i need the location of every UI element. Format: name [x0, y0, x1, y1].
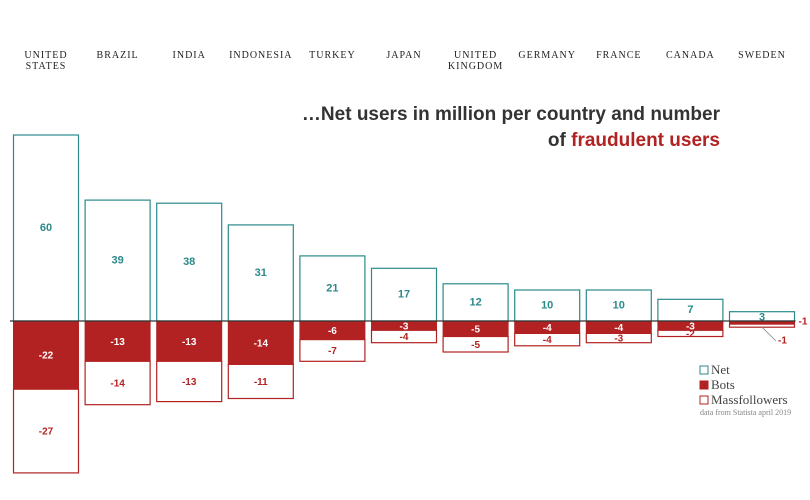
- bots-label: -22: [39, 351, 54, 362]
- net-label: 10: [613, 299, 625, 311]
- x-tick-label: CANADA: [666, 50, 715, 61]
- bots-label: -6: [328, 326, 337, 337]
- net-bar: [12, 134, 80, 322]
- massfollowers-bar: [657, 329, 724, 338]
- bots-bar: [156, 320, 223, 362]
- massfollowers-bar: [514, 332, 581, 347]
- x-tick-label: INDONESIA: [229, 50, 293, 61]
- net-label: 3: [759, 311, 765, 323]
- x-tick-label: JAPAN: [386, 50, 422, 61]
- massfollowers-bar: [12, 388, 80, 474]
- net-bar: [585, 289, 652, 322]
- massfollowers-bar: [728, 323, 796, 328]
- massfollowers-label: -3: [614, 334, 623, 345]
- legend-label: Bots: [711, 377, 735, 392]
- massfollowers-label: -4: [543, 335, 552, 346]
- bots-label: -1: [799, 317, 808, 328]
- x-tick-label: INDIA: [172, 50, 206, 61]
- bots-label: -13: [182, 337, 197, 348]
- massfollowers-bar: [299, 339, 366, 362]
- chart-title: of fraudulent users: [548, 130, 720, 152]
- legend-swatch: [699, 380, 709, 390]
- net-label: 31: [255, 267, 267, 279]
- x-tick-label: TURKEY: [309, 50, 356, 61]
- leader-line: [761, 326, 777, 342]
- net-label: 12: [469, 296, 481, 308]
- net-bar: [84, 199, 151, 322]
- massfollowers-label: -13: [182, 377, 197, 388]
- chart-title-emphasis: fraudulent users: [571, 130, 720, 151]
- net-label: 21: [326, 282, 338, 294]
- massfollowers-bar: [370, 329, 438, 344]
- bots-label: -3: [400, 321, 409, 332]
- x-tick-label: UNITED KINGDOM: [447, 50, 504, 72]
- net-bar: [156, 202, 223, 322]
- bots-label: -4: [614, 323, 623, 334]
- source-note: data from Statista april 2019: [700, 408, 791, 417]
- x-tick-label: GERMANY: [518, 50, 576, 61]
- chart-title: …Net users in million per country and nu…: [301, 104, 720, 125]
- massfollowers-label: -5: [471, 340, 480, 351]
- massfollowers-label: -4: [400, 332, 409, 343]
- net-label: 39: [111, 254, 123, 266]
- x-tick-label: UNITED STATES: [24, 50, 68, 72]
- massfollowers-bar: [585, 332, 652, 344]
- massfollowers-label: -11: [254, 377, 268, 388]
- net-bar: [299, 255, 366, 322]
- massfollowers-label: -2: [686, 329, 695, 340]
- net-label: 60: [40, 222, 52, 234]
- net-label: 7: [687, 304, 693, 316]
- legend-label: Massfollowers: [711, 392, 788, 407]
- massfollowers-label: -7: [328, 346, 337, 357]
- bots-label: -5: [471, 324, 480, 335]
- net-label: 10: [541, 299, 553, 311]
- massfollowers-label: -27: [39, 427, 54, 438]
- massfollowers-bar: [442, 335, 509, 353]
- chart-title: of: [547, 130, 566, 151]
- bots-label: -14: [254, 338, 269, 349]
- net-label: 38: [183, 256, 195, 268]
- massfollowers-label: -14: [110, 379, 125, 390]
- bots-label: -3: [686, 321, 695, 332]
- net-bar: [442, 283, 509, 322]
- net-bar: [514, 289, 581, 322]
- massfollowers-bar: [227, 363, 294, 400]
- net-bar: [227, 224, 294, 322]
- x-tick-label: BRAZIL: [96, 50, 139, 61]
- x-tick-label: SWEDEN: [738, 50, 786, 61]
- net-bar: [370, 267, 438, 322]
- massfollowers-label: -1: [778, 336, 787, 347]
- massfollowers-bar: [156, 360, 223, 403]
- bots-label: -4: [543, 323, 552, 334]
- bots-label: -13: [110, 337, 125, 348]
- legend-swatch: [699, 395, 709, 405]
- massfollowers-bar: [84, 360, 151, 406]
- legend-swatch: [699, 365, 709, 375]
- net-label: 17: [398, 289, 410, 301]
- x-tick-label: FRANCE: [596, 50, 642, 61]
- legend-label: Net: [711, 362, 730, 377]
